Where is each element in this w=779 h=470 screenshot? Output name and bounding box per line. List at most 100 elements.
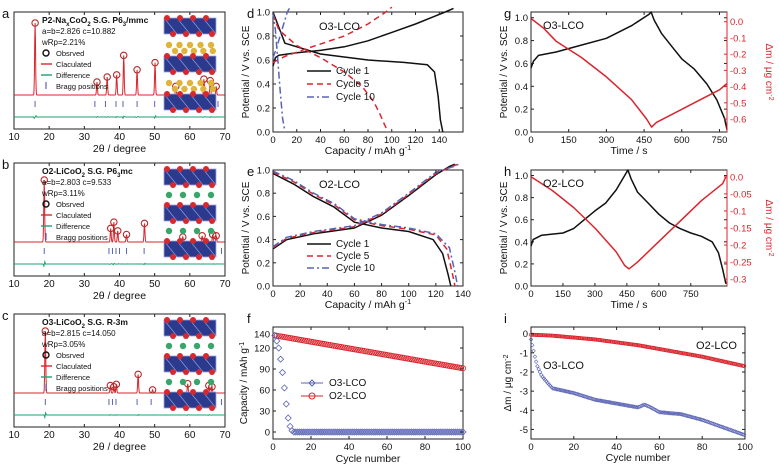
o3-mass-point (585, 395, 590, 400)
label-part: Capacity / mAh g (325, 299, 405, 311)
sodium-atom (190, 47, 198, 55)
o2-mass-point (531, 332, 536, 337)
o3-mass-point (559, 388, 565, 393)
series-cycle-5-charge (272, 163, 458, 249)
x-tick-label: 40 (114, 430, 126, 441)
o3-capacity-point (436, 428, 444, 436)
o2-mass-point (553, 333, 558, 338)
x-tick-label: 450 (619, 289, 635, 300)
legend-observed: Obsrved (56, 49, 84, 58)
o3-mass-point (731, 428, 737, 434)
panel-i: i 0 20 40 60 80 100 0 -1 -2 -3 -4 -5 Cycle number Δm /… (503, 311, 753, 464)
y-tick-label: 0.8 (257, 189, 270, 200)
o3-mass-point (576, 392, 581, 397)
o3-mass-point (550, 386, 556, 391)
o2-mass-point (566, 335, 571, 339)
x-tick-label: 30 (79, 279, 91, 290)
label-part: P2-Na (42, 15, 66, 25)
oxygen-atom (203, 166, 209, 172)
o2-mass-point (585, 336, 590, 341)
o2-mass-point (550, 333, 555, 338)
o2-mass-point (573, 335, 578, 340)
y-axis-title: Δm / μg cm-2 (503, 354, 515, 411)
y2-tick-label: -0.1 (730, 206, 746, 217)
o3-capacity-point (408, 428, 416, 436)
o3-mass-point (586, 395, 592, 400)
legend-observed: Obsrved (56, 351, 84, 360)
x-tick-label: 70 (219, 430, 231, 441)
o3-mass-point (623, 403, 629, 408)
oxygen-atom (183, 369, 189, 375)
o3-mass-point (572, 391, 577, 396)
series-cycle-5-charge (272, 6, 393, 64)
o3-mass-point (696, 416, 702, 422)
x-tick-label: 0 (270, 442, 275, 453)
o3-capacity-point (345, 428, 353, 436)
y-tick-label: 0.0 (257, 128, 270, 139)
oxygen-atom (196, 107, 202, 113)
x-tick-label: 80 (363, 135, 374, 146)
o3-capacity-point (278, 368, 287, 377)
o2-mass-point (591, 337, 596, 342)
oxygen-atom (190, 389, 196, 395)
sodium-atom (197, 41, 204, 49)
legend-label: O3-LCO (329, 378, 366, 389)
y2-tick-label: 0.0 (730, 17, 743, 28)
legend-observed-marker (42, 200, 50, 208)
o3-capacity-point (330, 428, 338, 436)
o3-mass-point (610, 400, 616, 406)
o3-capacity-point (379, 428, 387, 436)
oxygen-atom (177, 15, 183, 21)
y2-tick-label: -0.2 (730, 50, 746, 61)
o3-mass-point (729, 428, 734, 433)
o3-mass-point (591, 397, 597, 402)
sodium-atom (165, 41, 173, 49)
sodium-atom (200, 85, 207, 93)
oxygen-atom (177, 389, 183, 395)
y-tick-label: 0.4 (257, 80, 270, 91)
oxygen-atom (177, 53, 183, 59)
o3-capacity-point (413, 428, 421, 436)
o3-mass-point (691, 415, 697, 420)
o3-capacity-point (451, 428, 459, 436)
o3-mass-point (625, 403, 630, 408)
o2-mass-point (541, 333, 546, 338)
oxygen-atom (209, 107, 215, 113)
o3-mass-point (736, 430, 742, 436)
o2-capacity-point (459, 365, 466, 372)
lithium-atom (179, 227, 187, 235)
o3-capacity-point (385, 428, 393, 436)
o3-mass-point (601, 399, 607, 404)
y-tick-label: 0.6 (515, 59, 528, 70)
o3-capacity-point (411, 428, 420, 436)
legend-bragg: Bragg positions (56, 233, 108, 242)
oxygen-atom (196, 405, 202, 411)
oxygen-atom (183, 254, 189, 260)
o3-mass-point (704, 419, 710, 424)
oxygen-atom (164, 15, 170, 21)
label-part: -1 (405, 143, 412, 152)
y-tick-label: 0.0 (257, 282, 270, 293)
oxygen-atom (170, 333, 176, 339)
o3-capacity-point (311, 428, 319, 436)
lithium-atom (165, 342, 173, 350)
y-tick-label: 0 (523, 329, 528, 340)
o3-mass-point (641, 402, 647, 407)
lithium-atom (193, 191, 201, 199)
oxygen-atom (209, 333, 215, 339)
o3-mass-point (687, 414, 693, 419)
o2-mass-point (544, 333, 549, 338)
o3-mass-point (721, 425, 726, 430)
panel-letter: e (247, 164, 254, 179)
series-cycle-10-discharge (272, 170, 459, 287)
o3-mass-point (631, 404, 636, 409)
series-annotation: O2-LCO (696, 340, 737, 352)
x-tick-label: 80 (376, 289, 387, 300)
o3-capacity-point (370, 428, 378, 436)
x-tick-label: 10 (8, 430, 20, 441)
o3-capacity-point (396, 428, 404, 436)
o3-mass-point (594, 397, 599, 403)
sodium-atom (209, 47, 216, 55)
series-cycle-1-charge (272, 7, 454, 67)
